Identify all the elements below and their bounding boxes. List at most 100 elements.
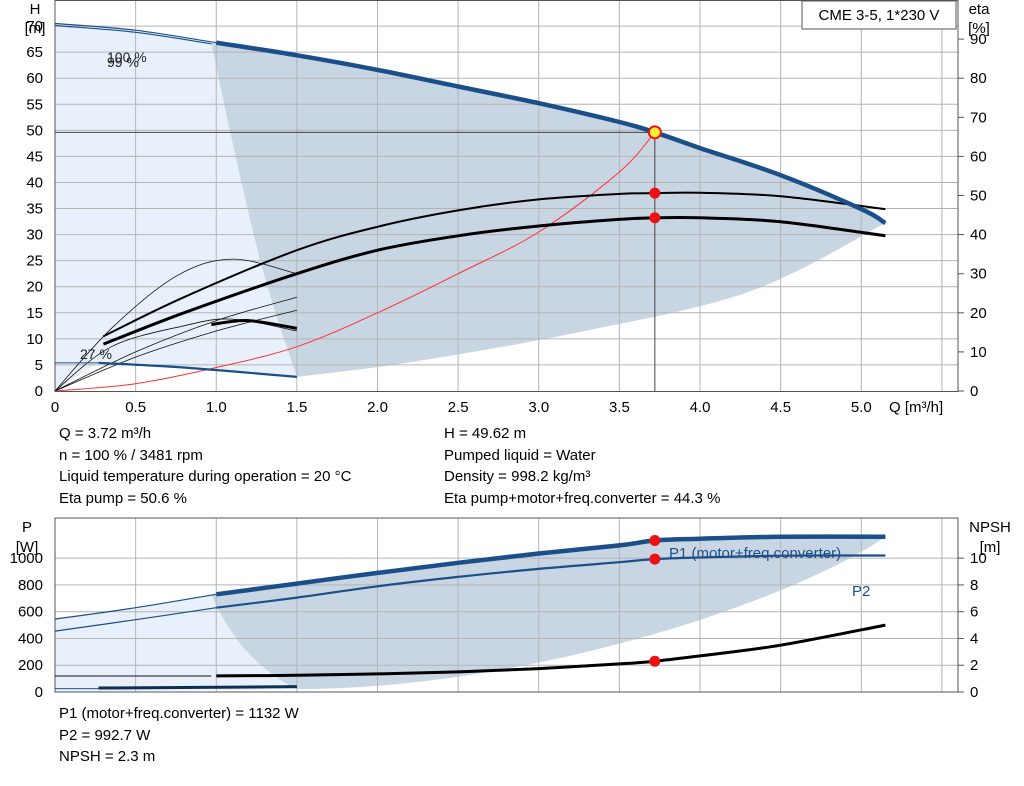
p-tick-label: 1000 xyxy=(10,550,43,567)
x-tick-label: 3.5 xyxy=(609,399,630,416)
head-curve-100-extension xyxy=(55,22,217,44)
eta-tick-label: 0 xyxy=(970,383,978,400)
info-eta-total: Eta pump+motor+freq.converter = 44.3 % xyxy=(444,489,721,507)
h-tick-label: 70 xyxy=(26,18,43,35)
npsh-tick-label: 8 xyxy=(970,577,978,594)
info-p1: P1 (motor+freq.converter) = 1132 W xyxy=(59,705,299,722)
duty-point-p1 xyxy=(649,534,661,546)
npsh-tick-label: 6 xyxy=(970,604,978,621)
eta-tick-label: 40 xyxy=(970,227,987,244)
p2-curve xyxy=(216,554,886,609)
info-bottom: P1 (motor+freq.converter) = 1132 W P2 = … xyxy=(59,703,299,768)
npsh-tick-label: 0 xyxy=(970,684,978,701)
h-tick-label: 5 xyxy=(35,357,43,374)
duty-point-eta-total xyxy=(649,212,661,224)
info-left: Q = 3.72 m³/h n = 100 % / 3481 rpm Liqui… xyxy=(59,423,351,509)
eta-pump-curve xyxy=(102,191,886,338)
partial-speed-curve xyxy=(55,296,298,391)
bottom-plot-frame xyxy=(54,517,959,693)
eta-tick-label: 10 xyxy=(970,344,987,361)
x-tick-label: 4.0 xyxy=(690,399,711,416)
eta-tick-label: 50 xyxy=(970,188,987,205)
eta-tick-label: 60 xyxy=(970,148,987,165)
h-tick-label: 35 xyxy=(26,201,43,218)
label-27-percent: 27 % xyxy=(80,346,112,362)
h-tick-label: 50 xyxy=(26,122,43,139)
head-curve-27 xyxy=(98,361,297,378)
p1-curve xyxy=(216,534,886,597)
x-tick-label: 1.5 xyxy=(286,399,307,416)
npsh-tick-label: 10 xyxy=(970,550,987,567)
p2-curve-extension xyxy=(55,607,217,632)
p-tick-label: 400 xyxy=(18,630,43,647)
eta-tick-label: 70 xyxy=(970,109,987,126)
npsh-tick-label: 2 xyxy=(970,657,978,674)
info-eta-pump: Eta pump = 50.6 % xyxy=(59,489,187,507)
x-tick-label: 0.5 xyxy=(125,399,146,416)
p1-series-label: P1 (motor+freq.converter) xyxy=(669,545,841,562)
x-tick-label: 5.0 xyxy=(851,399,872,416)
eta-tick-label: 20 xyxy=(970,305,987,322)
pump-title-box xyxy=(801,0,957,30)
h-unit-label: [m] xyxy=(25,20,46,37)
partial-speed-curve xyxy=(55,258,297,391)
system-curve xyxy=(55,131,656,391)
h-tick-label: 60 xyxy=(26,70,43,87)
h-tick-label: 30 xyxy=(26,227,43,244)
duty-point-head xyxy=(647,125,662,140)
top-light-operating-area xyxy=(55,23,297,391)
head-curve-100 xyxy=(215,40,887,226)
head-curve-99 xyxy=(55,24,212,45)
label-100-percent: 100 % xyxy=(107,49,147,65)
duty-point-npsh xyxy=(649,655,661,667)
p-tick-label: 600 xyxy=(18,604,43,621)
duty-point-p2 xyxy=(649,553,661,565)
npsh-tick-label: 4 xyxy=(970,630,978,647)
info-flow: Q = 3.72 m³/h xyxy=(59,425,152,442)
x-tick-label: 3.0 xyxy=(528,399,549,416)
npsh-unit-label: [m] xyxy=(980,539,1001,556)
eta-tick-label: 30 xyxy=(970,266,987,283)
p1-curve-extension xyxy=(55,593,217,620)
top-operating-area xyxy=(211,42,886,377)
x-tick-label: 2.0 xyxy=(367,399,388,416)
h-tick-label: 15 xyxy=(26,305,43,322)
h-tick-label: 20 xyxy=(26,279,43,296)
info-speed: n = 100 % / 3481 rpm xyxy=(59,446,203,464)
p-min-speed-curve xyxy=(98,685,297,690)
label-99-percent: 99 % xyxy=(107,54,139,70)
eta-total-curve xyxy=(102,215,886,346)
info-pumped-liquid: Pumped liquid = Water xyxy=(444,446,596,464)
p-unit-label: [W] xyxy=(16,539,39,556)
info-p2: P2 = 992.7 W xyxy=(59,726,151,744)
eta-axis-label: eta xyxy=(969,1,991,18)
p2-series-label: P2 xyxy=(852,583,870,600)
p-tick-label: 800 xyxy=(18,577,43,594)
h-tick-label: 45 xyxy=(26,148,43,165)
duty-point-eta-pump xyxy=(649,187,661,199)
h-tick-label: 55 xyxy=(26,96,43,113)
p-axis-label: P xyxy=(22,519,32,536)
h-axis-label: H xyxy=(30,1,41,18)
info-npsh: NPSH = 2.3 m xyxy=(59,748,156,765)
x-tick-label: 1.0 xyxy=(206,399,227,416)
npsh-curve xyxy=(216,623,886,678)
eta-min-speed-curve xyxy=(211,319,298,330)
x-tick-label: 2.5 xyxy=(448,399,469,416)
x-tick-label: 0 xyxy=(51,399,59,416)
x-tick-label: 4.5 xyxy=(770,399,791,416)
info-right: H = 49.62 m Pumped liquid = Water Densit… xyxy=(444,423,720,509)
p-tick-label: 200 xyxy=(18,657,43,674)
partial-speed-curve xyxy=(55,309,298,391)
npsh-axis-label: NPSH xyxy=(969,519,1011,536)
h-tick-label: 10 xyxy=(26,331,43,348)
info-head: H = 49.62 m xyxy=(444,425,527,442)
eta-tick-label: 80 xyxy=(970,70,987,87)
info-density: Density = 998.2 kg/m³ xyxy=(444,468,591,485)
h-tick-label: 40 xyxy=(26,174,43,191)
pump-title: CME 3-5, 1*230 V xyxy=(819,7,940,24)
eta-tick-label: 90 xyxy=(970,31,987,48)
info-liquid-temperature: Liquid temperature during operation = 20… xyxy=(59,468,352,485)
